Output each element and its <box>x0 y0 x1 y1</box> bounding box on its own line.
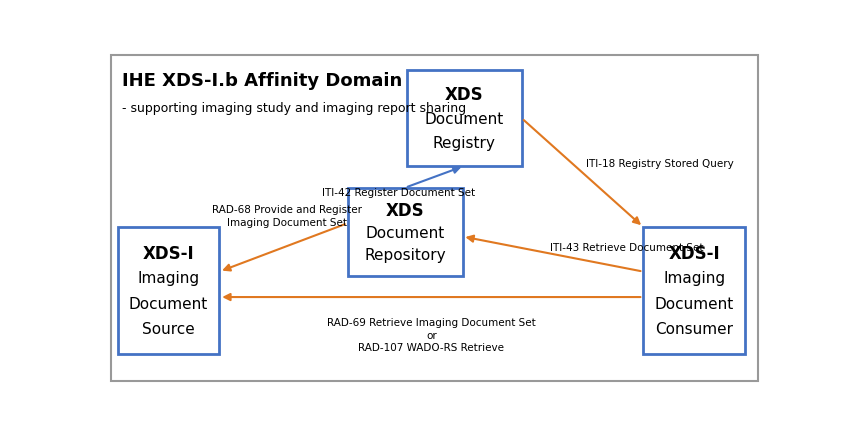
Text: Source: Source <box>142 322 195 337</box>
Bar <box>644 227 745 355</box>
Text: ITI-42 Register Document Set: ITI-42 Register Document Set <box>322 187 475 197</box>
Bar <box>407 71 522 167</box>
Bar <box>348 188 462 277</box>
Text: Document: Document <box>365 225 444 240</box>
Text: ITI-18 Registry Stored Query: ITI-18 Registry Stored Query <box>586 159 734 169</box>
Text: Registry: Registry <box>432 135 495 150</box>
Text: Document: Document <box>425 112 504 126</box>
Text: XDS: XDS <box>445 86 483 104</box>
Text: Document: Document <box>655 296 734 311</box>
Text: RAD-69 Retrieve Imaging Document Set
or
RAD-107 WADO-RS Retrieve: RAD-69 Retrieve Imaging Document Set or … <box>327 317 536 352</box>
Text: Repository: Repository <box>364 247 446 262</box>
Text: Imaging: Imaging <box>663 271 725 286</box>
Text: Consumer: Consumer <box>656 322 734 337</box>
Text: IHE XDS-I.b Affinity Domain: IHE XDS-I.b Affinity Domain <box>122 72 403 90</box>
Text: RAD-68 Provide and Register
Imaging Document Set: RAD-68 Provide and Register Imaging Docu… <box>212 205 362 227</box>
Text: XDS-I: XDS-I <box>668 244 720 262</box>
Text: - supporting imaging study and imaging report sharing: - supporting imaging study and imaging r… <box>122 102 466 115</box>
Text: Document: Document <box>129 296 208 311</box>
Text: Imaging: Imaging <box>137 271 199 286</box>
Text: ITI-43 Retrieve Document Set: ITI-43 Retrieve Document Set <box>550 243 703 253</box>
Text: XDS: XDS <box>386 201 424 219</box>
Bar <box>118 227 220 355</box>
Text: XDS-I: XDS-I <box>142 244 194 262</box>
